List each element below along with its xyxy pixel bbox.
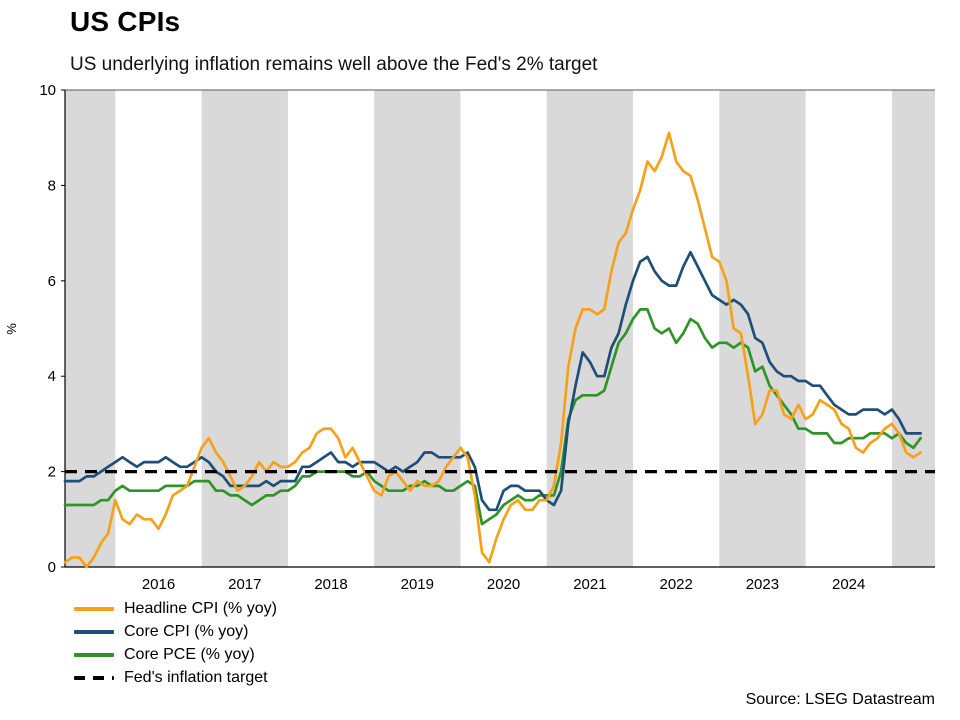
legend-item-fed-target: Fed's inflation target bbox=[74, 666, 277, 689]
svg-text:10: 10 bbox=[39, 82, 56, 99]
legend-label: Core PCE (% yoy) bbox=[124, 645, 255, 663]
year-bands bbox=[65, 90, 935, 567]
legend-item-core-pce: Core PCE (% yoy) bbox=[74, 643, 277, 666]
source-attribution: Source: LSEG Datastream bbox=[745, 691, 935, 708]
series-lines bbox=[63, 131, 922, 569]
svg-text:2017: 2017 bbox=[228, 576, 261, 593]
svg-text:4: 4 bbox=[48, 368, 56, 385]
svg-text:2022: 2022 bbox=[660, 576, 693, 593]
headline-cpi-line-swatch bbox=[74, 606, 114, 611]
page-subtitle: US underlying inflation remains well abo… bbox=[70, 54, 598, 75]
svg-text:%: % bbox=[4, 323, 19, 335]
fed-target-dashed-swatch bbox=[74, 675, 114, 680]
core-pce-line-swatch bbox=[74, 652, 114, 657]
legend-label: Fed's inflation target bbox=[124, 668, 268, 686]
svg-text:2020: 2020 bbox=[487, 576, 520, 593]
svg-text:2: 2 bbox=[48, 464, 56, 481]
legend-item-core-cpi: Core CPI (% yoy) bbox=[74, 620, 277, 643]
page-title: US CPIs bbox=[70, 6, 181, 37]
svg-text:6: 6 bbox=[48, 273, 56, 290]
svg-text:0: 0 bbox=[48, 559, 56, 576]
svg-text:2019: 2019 bbox=[401, 576, 434, 593]
chart-legend: Headline CPI (% yoy) Core CPI (% yoy) Co… bbox=[74, 597, 277, 689]
legend-label: Headline CPI (% yoy) bbox=[124, 599, 277, 617]
svg-text:2021: 2021 bbox=[573, 576, 606, 593]
svg-text:2016: 2016 bbox=[142, 576, 175, 593]
svg-text:2023: 2023 bbox=[746, 576, 779, 593]
axes bbox=[61, 89, 935, 568]
legend-label: Core CPI (% yoy) bbox=[124, 622, 249, 640]
core-cpi-line-swatch bbox=[74, 629, 114, 634]
axis-labels: 0 2 4 6 8 10% 2016 2017 2018 2019 2020 2021 2022 2023… bbox=[4, 82, 865, 593]
svg-text:2018: 2018 bbox=[314, 576, 347, 593]
legend-item-headline-cpi: Headline CPI (% yoy) bbox=[74, 597, 277, 620]
svg-text:2024: 2024 bbox=[832, 576, 865, 593]
svg-text:8: 8 bbox=[48, 177, 56, 194]
